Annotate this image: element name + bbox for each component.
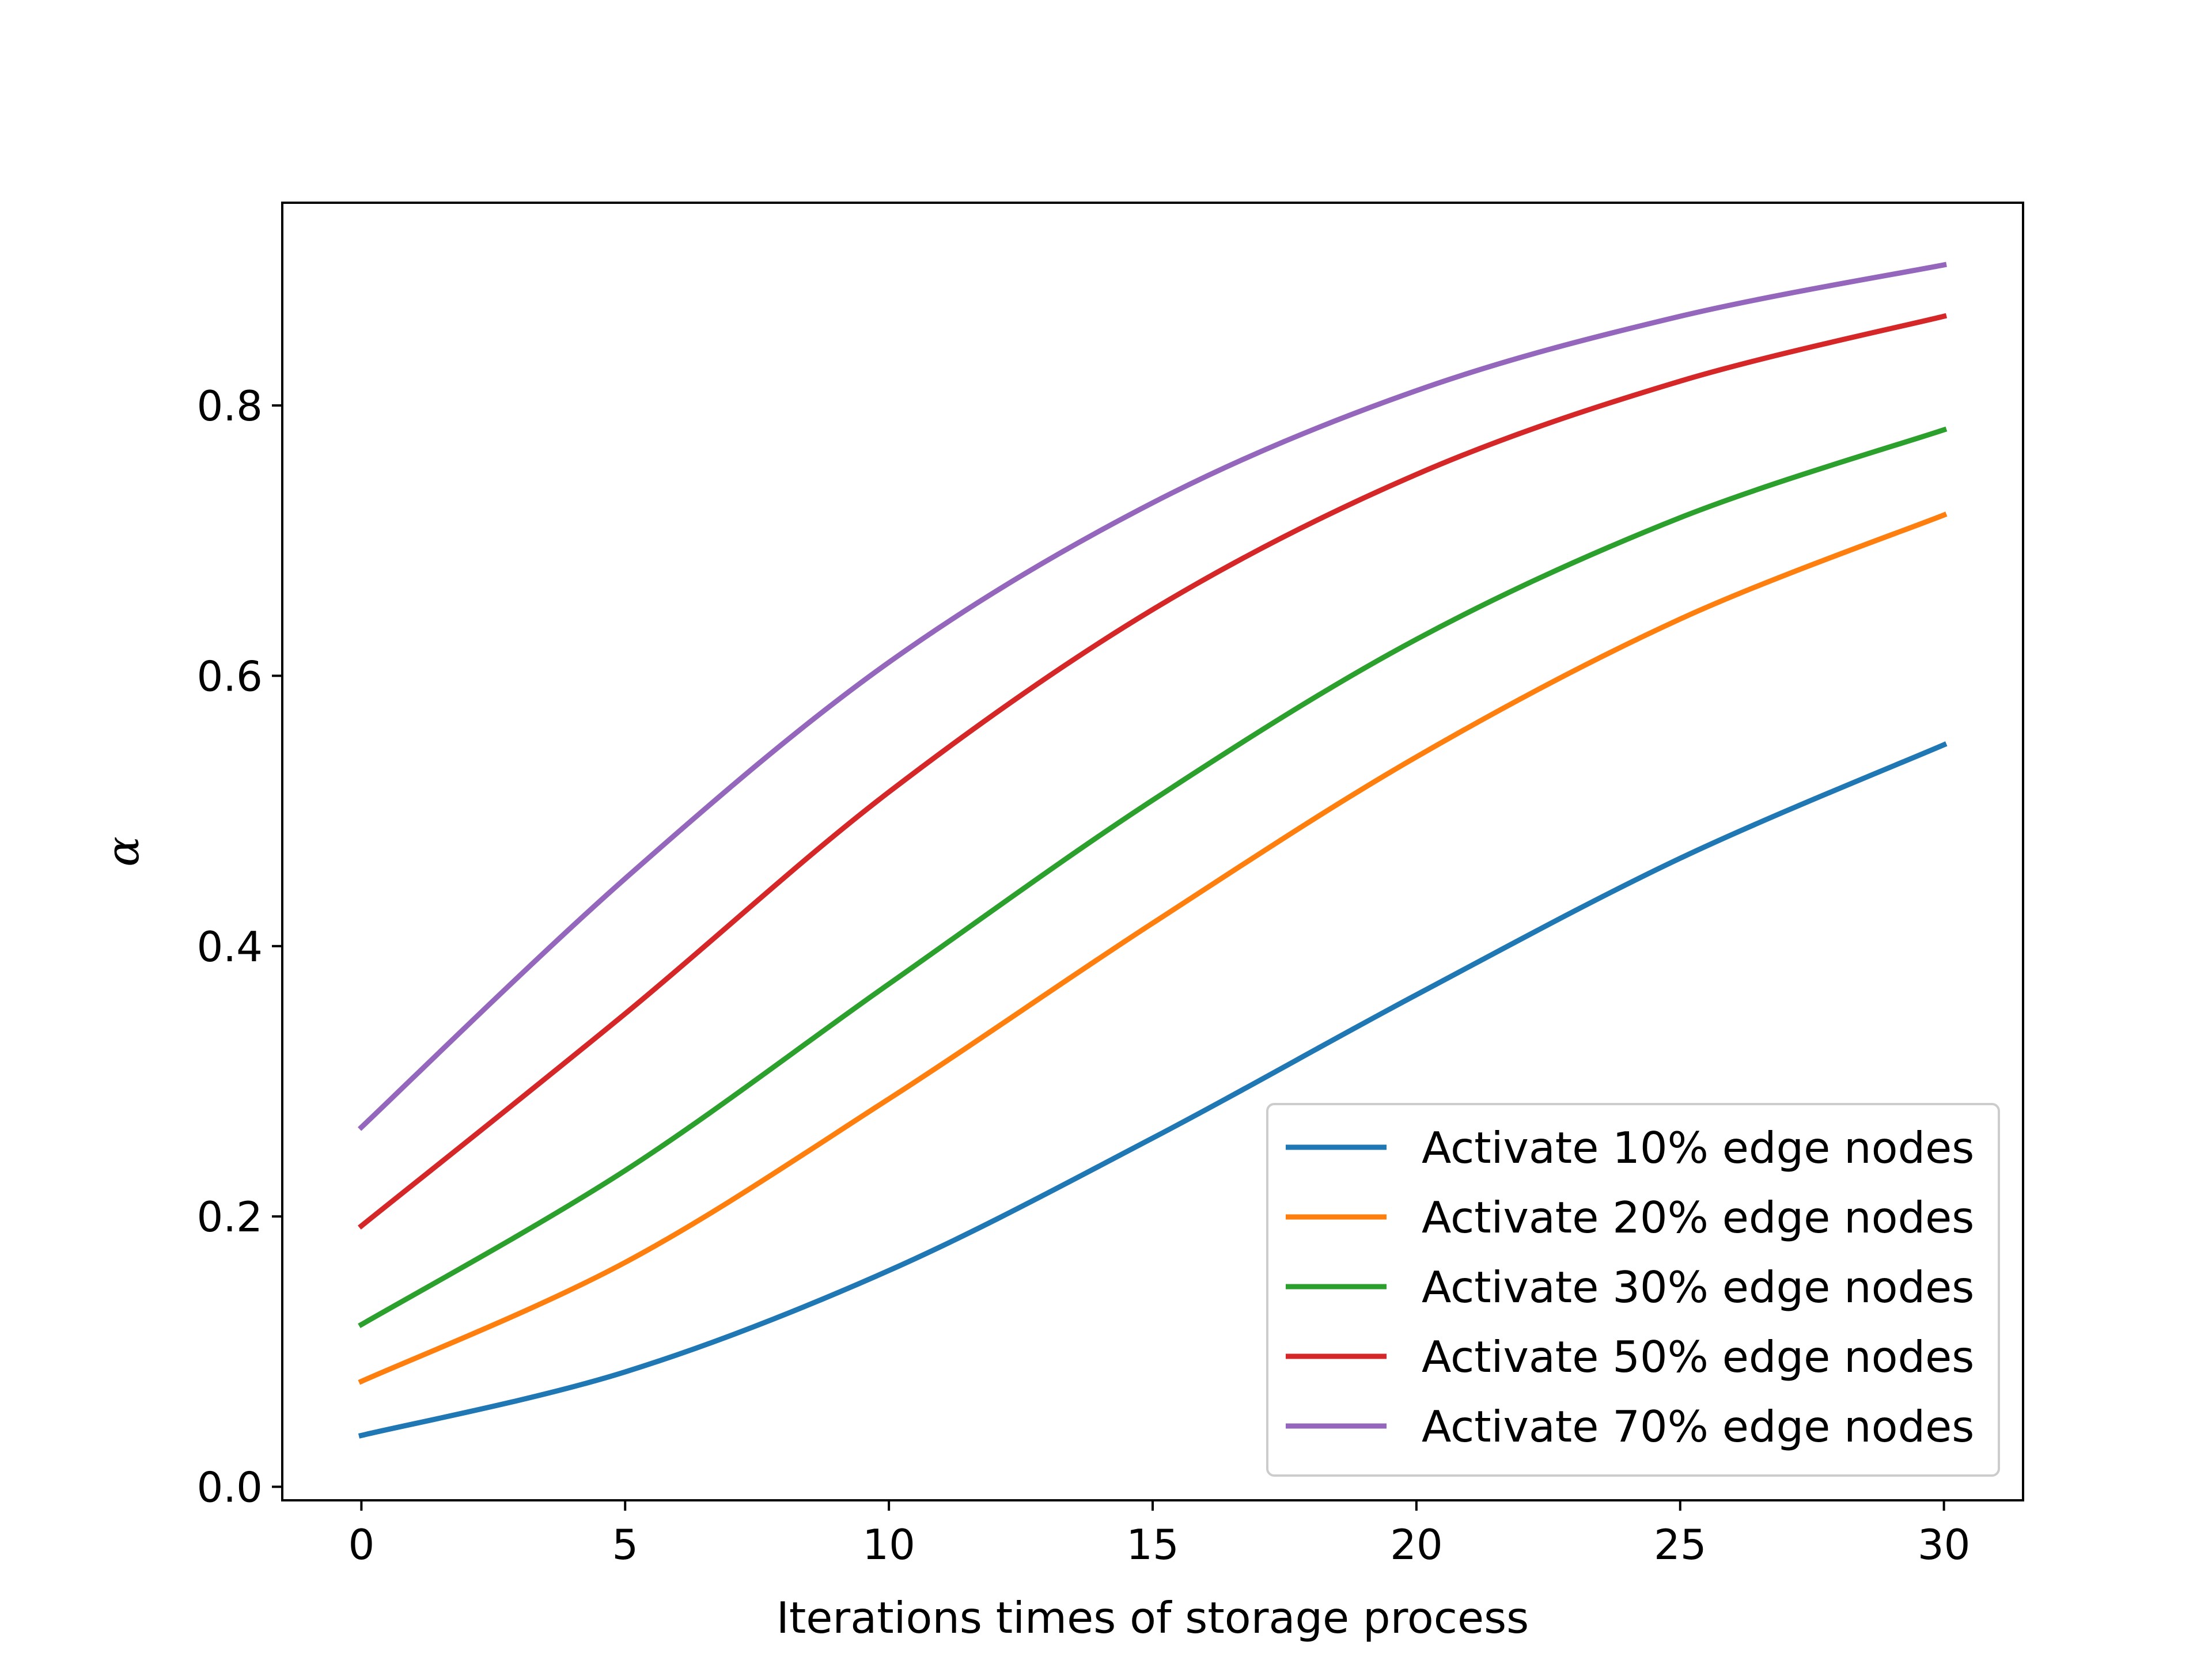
y-axis: 0.0 0.2 0.4 0.6 0.8 [196,382,282,1512]
y-tick-label: 0.4 [196,923,263,971]
series-line [358,426,1948,1329]
legend-label: Activate 10% edge nodes [1422,1122,1974,1173]
legend-label: Activate 30% edge nodes [1422,1262,1974,1313]
x-tick-label: 10 [862,1520,915,1569]
series-layer [358,261,1948,1439]
series-line [358,741,1948,1439]
legend-label: Activate 70% edge nodes [1422,1401,1974,1452]
x-axis-label: Iterations times of storage process [777,1592,1529,1643]
y-axis-label: α [97,836,149,867]
x-axis: 0 5 10 15 20 25 30 [348,1500,1970,1569]
x-tick-label: 30 [1918,1520,1971,1569]
legend-box [1266,1103,2000,1477]
series-line [358,511,1948,1385]
legend: Activate 10% edge nodes Activate 20% edge… [1266,1103,2000,1477]
series-line [358,313,1948,1230]
y-tick-label: 0.0 [196,1463,263,1512]
series-line [358,261,1947,1131]
y-tick-label: 0.2 [196,1193,263,1241]
x-tick-label: 15 [1126,1520,1179,1569]
x-tick-label: 0 [348,1520,374,1569]
y-tick-label: 0.8 [196,382,263,430]
x-tick-label: 20 [1390,1520,1443,1569]
legend-label: Activate 20% edge nodes [1422,1192,1974,1243]
x-tick-label: 5 [612,1520,638,1569]
legend-label: Activate 50% edge nodes [1422,1332,1974,1382]
x-tick-label: 25 [1654,1520,1707,1569]
y-tick-label: 0.6 [196,652,263,700]
